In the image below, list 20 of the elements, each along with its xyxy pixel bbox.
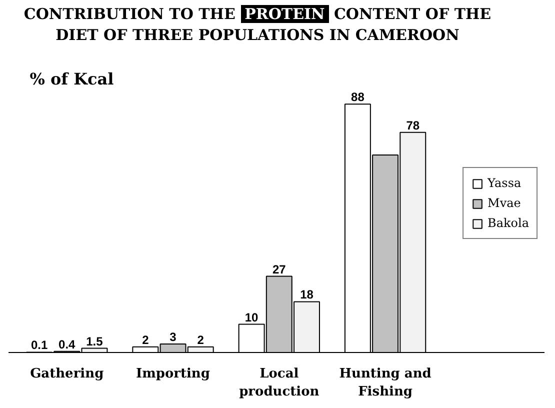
- y-axis-title: % of Kcal: [30, 69, 114, 88]
- data-label: 78: [406, 118, 420, 132]
- data-label: 2: [197, 332, 204, 347]
- legend-label: Yassa: [488, 176, 522, 190]
- legend-label: Mvae: [488, 196, 521, 210]
- data-label: 18: [300, 288, 314, 302]
- data-label: 88: [351, 90, 365, 104]
- data-label: 27: [272, 262, 286, 276]
- x-tick-label: Hunting and Fishing: [339, 366, 432, 400]
- x-tick-label: Gathering: [30, 366, 104, 382]
- x-tick-label: Importing: [136, 366, 210, 382]
- data-label: 10: [244, 310, 259, 324]
- legend-label: Bakola: [488, 216, 529, 230]
- data-label: 0.4: [58, 337, 76, 352]
- data-label: 3: [170, 330, 177, 344]
- x-tick-label: Local production: [239, 366, 320, 400]
- data-label: 1.5: [86, 334, 104, 348]
- chart-title: CONTRIBUTION TO THE PROTEIN CONTENT OF THE DIET OF THREE POPULATIONS IN CAMEROON: [24, 4, 492, 46]
- data-label: 0.1: [30, 338, 48, 352]
- data-label: 2: [142, 332, 150, 347]
